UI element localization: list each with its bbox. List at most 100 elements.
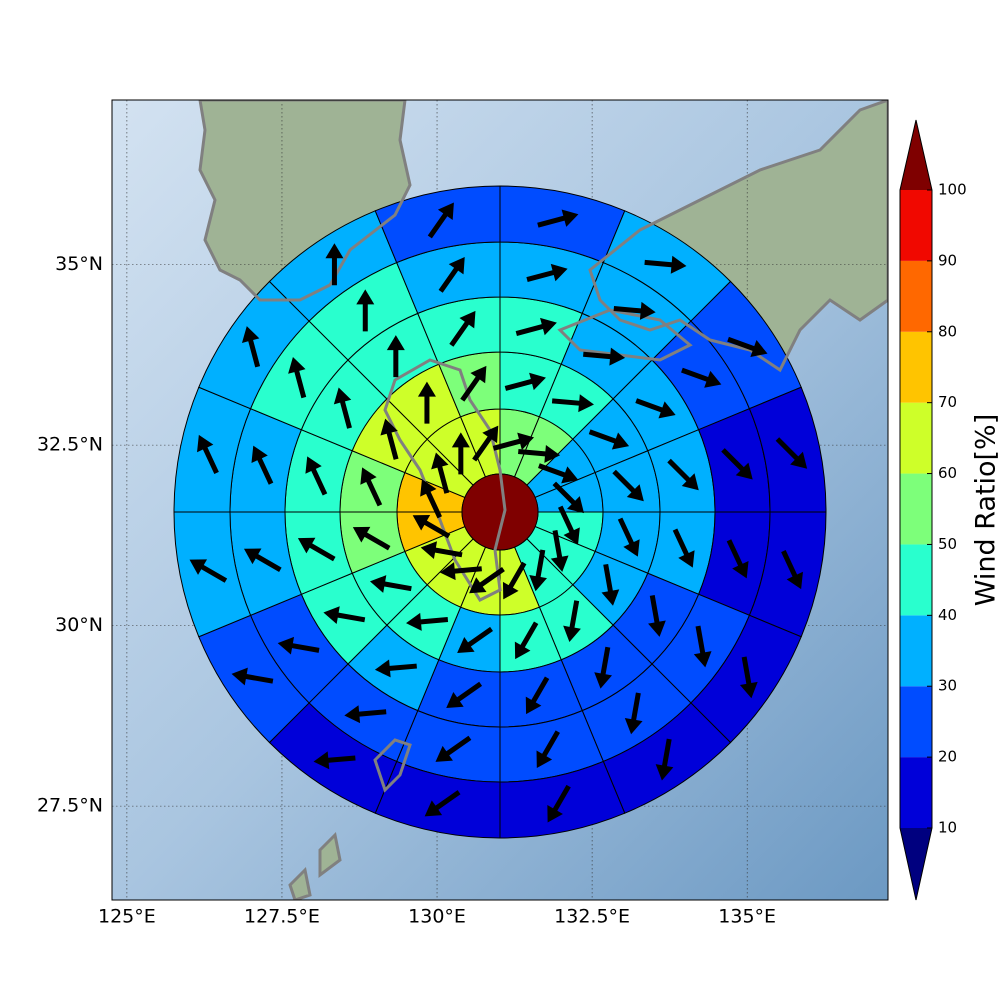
colorbar-bin	[900, 757, 932, 828]
wind-arrow	[427, 202, 454, 239]
wind-arrow	[374, 659, 417, 678]
ticks: 125°E 127.5°E 130°E 132.5°E 135°E 27.5°N 30°N 3…	[37, 253, 776, 927]
wind-arrow	[594, 646, 612, 689]
wind-arrow	[775, 437, 808, 469]
wind-arrow	[333, 387, 352, 429]
colorbar-bin	[900, 615, 932, 687]
colorbar-tick-label: 70	[938, 393, 957, 411]
colorbar-label: Wind Ratio[%]	[971, 414, 1000, 606]
colorbar-bin	[900, 260, 932, 332]
wind-arrow	[563, 600, 581, 643]
center-cell	[461, 473, 539, 551]
wind-arrow	[380, 418, 399, 460]
wind-arrow	[536, 730, 560, 769]
wind-arrow	[612, 469, 644, 502]
wind-arrow	[617, 517, 640, 557]
y-tick-label: 30°N	[55, 614, 103, 636]
map-frame	[111, 99, 889, 901]
wind-arrow	[726, 539, 749, 579]
x-tick-label: 130°E	[408, 906, 466, 928]
wind-arrow	[356, 289, 375, 332]
wind-arrow	[243, 548, 282, 572]
wind-arrow	[420, 541, 463, 559]
wind-arrow	[360, 467, 383, 507]
y-tick-label: 27.5°N	[37, 795, 103, 817]
wind-arrow	[469, 567, 505, 594]
colorbar-tick-label: 50	[938, 535, 957, 553]
polar-grid	[173, 185, 827, 839]
wind-arrow	[781, 550, 803, 590]
wind-arrow	[325, 243, 344, 286]
wind-arrow	[552, 481, 584, 514]
wind-arrow	[526, 263, 568, 283]
wind-arrow	[644, 255, 687, 274]
wind-arrow	[288, 356, 307, 399]
wind-arrow	[551, 394, 594, 413]
wind-arrow	[655, 738, 674, 781]
colorbar: 10 20 30 40 50 60 70 80 90 100	[899, 119, 967, 901]
wind-arrow	[727, 336, 768, 357]
wind-arrow	[538, 463, 579, 484]
colorbar-tick-label: 80	[938, 322, 957, 340]
wind-arrow	[721, 448, 753, 480]
arrows	[189, 202, 808, 823]
wind-arrow	[492, 432, 535, 451]
wind-arrow	[323, 606, 366, 624]
wind-arrow	[277, 636, 320, 655]
colorbar-tick-label: 100	[938, 181, 967, 199]
wind-arrow	[504, 372, 546, 391]
wind-arrow	[457, 626, 493, 654]
wind-arrow	[451, 432, 470, 475]
wind-arrow	[681, 367, 722, 388]
wind-arrow	[386, 335, 405, 378]
wind-arrow	[588, 429, 630, 450]
colorbar-bin	[900, 544, 932, 616]
colorbar-under	[900, 828, 932, 900]
wind-arrow	[583, 347, 626, 366]
wind-arrow	[189, 559, 228, 583]
colorbar-over	[900, 120, 932, 190]
colorbar-tick-label: 30	[938, 677, 957, 695]
wind-arrow	[449, 310, 476, 347]
wind-arrow	[446, 681, 483, 708]
wind-arrow	[667, 458, 699, 491]
wind-arrow	[601, 563, 620, 606]
x-tick-label: 135°E	[718, 906, 776, 928]
wind-arrow	[297, 537, 336, 562]
wind-arrow	[502, 561, 527, 600]
colorbar-bin	[900, 331, 932, 403]
colorbar-tick-label: 90	[938, 251, 957, 269]
wind-arrow	[344, 705, 387, 724]
colorbar-bin	[900, 402, 932, 474]
wind-arrow	[537, 209, 579, 228]
wind-arrow	[460, 365, 487, 402]
colorbar-tick-label: 10	[938, 819, 957, 837]
wind-arrow	[369, 575, 412, 593]
wind-arrow	[241, 326, 261, 368]
wind-arrow	[406, 612, 449, 631]
y-tick-label: 35°N	[55, 253, 103, 275]
wind-arrow	[412, 514, 451, 539]
wind-arrow	[472, 425, 499, 462]
wind-arrow	[613, 301, 656, 320]
wind-arrow	[518, 444, 561, 463]
wind-arrow	[313, 751, 356, 770]
wind-arrow	[251, 445, 274, 485]
wind-arrow	[739, 656, 758, 699]
colorbar-bin	[900, 686, 932, 758]
wind-arrow	[431, 452, 450, 494]
x-tick-label: 132.5°E	[554, 906, 630, 928]
wind-arrow	[515, 317, 557, 336]
wind-arrow	[417, 381, 436, 424]
x-tick-label: 125°E	[98, 906, 156, 928]
wind-arrow	[352, 526, 391, 551]
wind-arrow	[305, 456, 328, 496]
wind-arrow	[514, 621, 539, 660]
wind-arrow	[420, 479, 442, 519]
wind-arrow	[525, 676, 550, 715]
wind-arrow	[435, 735, 472, 762]
wind-arrow	[635, 398, 676, 419]
colorbar-tick-label: 40	[938, 606, 957, 624]
wind-arrow	[197, 434, 219, 474]
